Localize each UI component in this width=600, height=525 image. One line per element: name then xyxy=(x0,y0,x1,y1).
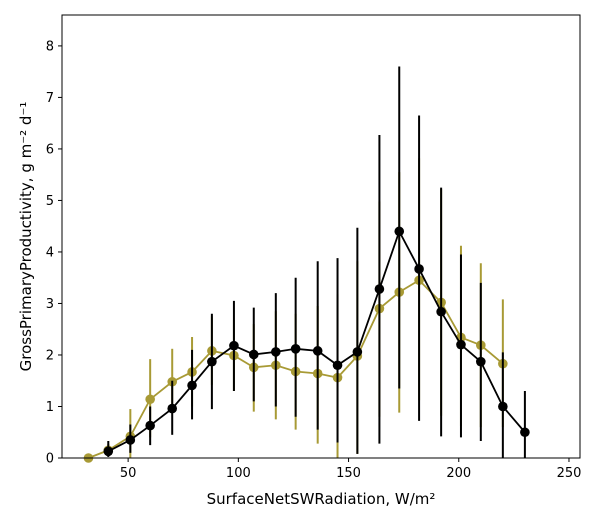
data-point xyxy=(229,340,239,351)
y-tick-label: 8 xyxy=(46,39,54,54)
data-point xyxy=(290,343,301,354)
data-point xyxy=(414,264,424,274)
y-tick-label: 2 xyxy=(46,348,54,363)
data-point xyxy=(167,403,178,414)
axis-layer: 50 100 150 200 250 0 1 2 3 4 5 6 7 8 xyxy=(46,39,582,481)
x-tick-label: 100 xyxy=(226,466,251,481)
y-axis-label: GrossPrimaryProductivity, g m⁻² d⁻¹ xyxy=(17,102,35,372)
series-layer xyxy=(83,66,530,463)
series-1 xyxy=(103,66,530,458)
data-point xyxy=(332,360,343,371)
x-tick-label: 200 xyxy=(446,466,471,481)
x-tick-label: 250 xyxy=(557,466,582,481)
x-axis-label: SurfaceNetSWRadiation, W/m² xyxy=(207,490,436,508)
x-tick-label: 50 xyxy=(120,466,137,481)
data-point xyxy=(394,226,405,237)
data-point xyxy=(312,346,323,356)
data-point xyxy=(498,401,508,412)
data-point xyxy=(145,394,155,405)
y-tick-label: 5 xyxy=(46,194,54,209)
data-point xyxy=(374,284,385,294)
data-point xyxy=(248,349,259,360)
data-point xyxy=(103,446,114,457)
data-point xyxy=(271,347,281,357)
data-point xyxy=(352,347,363,357)
y-tick-label: 7 xyxy=(46,91,54,106)
data-point xyxy=(520,427,530,438)
data-point xyxy=(436,306,446,317)
y-tick-label: 3 xyxy=(46,297,54,312)
y-tick-label: 4 xyxy=(46,245,54,260)
data-point xyxy=(187,380,197,391)
y-tick-label: 1 xyxy=(46,400,54,415)
y-tick-label: 0 xyxy=(46,452,54,467)
data-point xyxy=(145,420,155,431)
data-point xyxy=(125,435,136,445)
data-point xyxy=(207,356,217,367)
data-point xyxy=(456,339,466,350)
plot-frame xyxy=(61,14,581,459)
data-point xyxy=(476,356,486,367)
y-tick-label: 6 xyxy=(46,142,54,157)
x-tick-label: 150 xyxy=(336,466,361,481)
